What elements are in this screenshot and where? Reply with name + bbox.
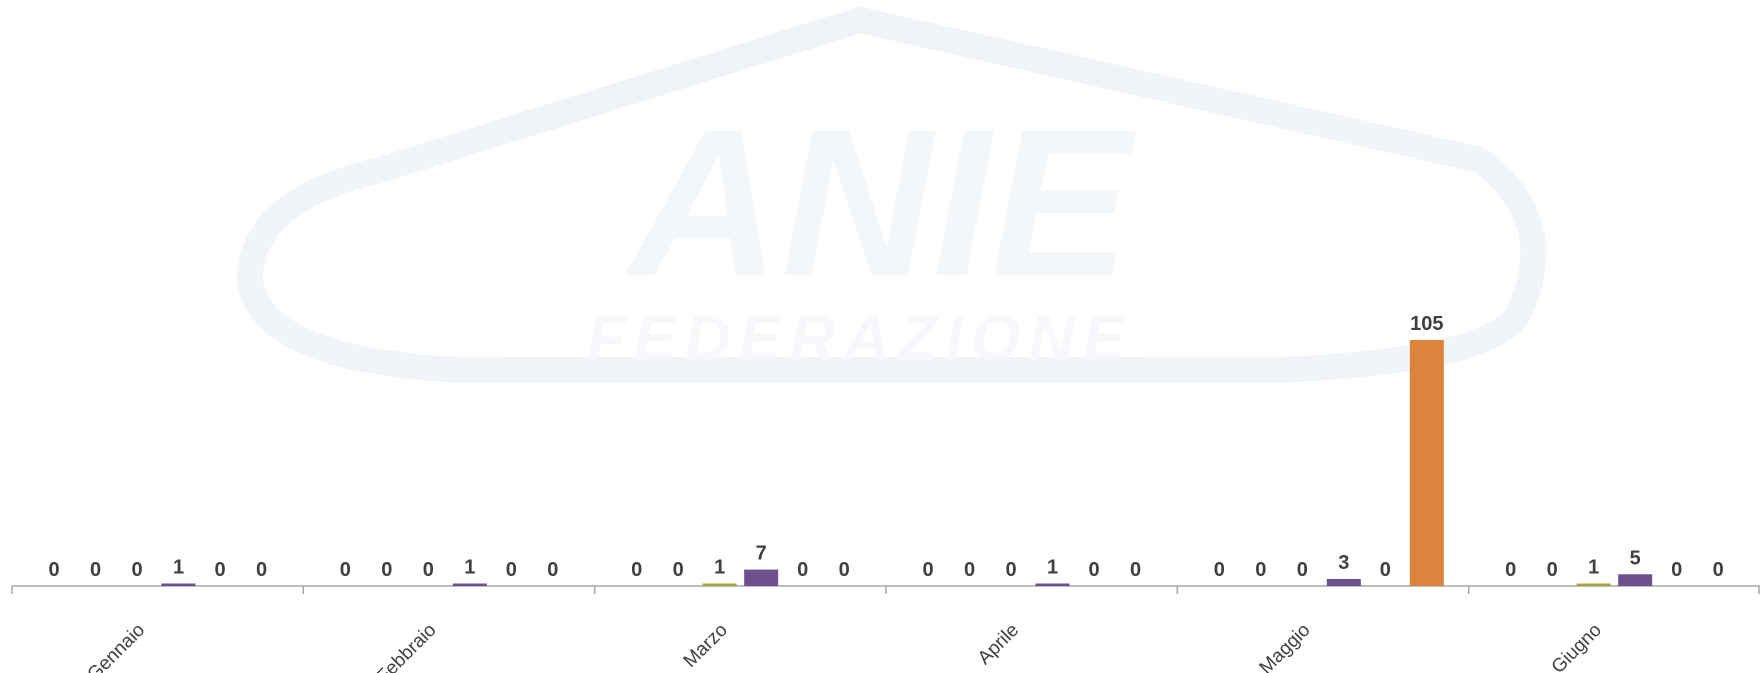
data-label: 0 [1005, 559, 1016, 581]
data-label: 0 [381, 559, 392, 581]
bar [1576, 583, 1611, 586]
data-label: 0 [839, 559, 850, 581]
data-label: 1 [464, 557, 475, 579]
data-label: 0 [340, 559, 351, 581]
data-label: 0 [506, 559, 517, 581]
data-label: 1 [173, 557, 184, 579]
data-label: 0 [797, 559, 808, 581]
data-label: 0 [1130, 559, 1141, 581]
data-label: 0 [964, 559, 975, 581]
bar [1618, 574, 1653, 586]
data-label: 7 [756, 543, 767, 565]
data-label: 0 [48, 559, 59, 581]
bar [744, 569, 779, 586]
data-label: 0 [1214, 559, 1225, 581]
data-label: 0 [90, 559, 101, 581]
x-tick-label: Gennaio [84, 620, 150, 673]
data-label: 0 [922, 559, 933, 581]
data-label: 5 [1630, 547, 1641, 569]
data-label: 0 [423, 559, 434, 581]
x-tick-label: Maggio [1256, 620, 1315, 673]
data-label: 105 [1410, 313, 1443, 335]
x-tick-label: Marzo [680, 620, 732, 672]
bar [702, 583, 737, 586]
bar [1035, 583, 1070, 586]
data-label: 0 [214, 559, 225, 581]
data-label: 0 [547, 559, 558, 581]
data-label: 0 [1547, 559, 1558, 581]
x-tick-label: Febbraio [373, 620, 441, 673]
data-label: 0 [673, 559, 684, 581]
data-label: 3 [1338, 552, 1349, 574]
anie-watermark: ANIE FEDERAZIONE [236, 6, 1547, 383]
data-label: 1 [714, 557, 725, 579]
data-label: 1 [1047, 557, 1058, 579]
x-tick-label: Giugno [1548, 620, 1606, 673]
data-label: 0 [131, 559, 142, 581]
data-label: 0 [1713, 559, 1724, 581]
data-label: 0 [1297, 559, 1308, 581]
data-label: 0 [1380, 559, 1391, 581]
data-label: 0 [1255, 559, 1266, 581]
bar [452, 583, 487, 586]
data-label: 0 [256, 559, 267, 581]
data-label: 0 [1671, 559, 1682, 581]
data-label: 0 [1505, 559, 1516, 581]
data-label: 1 [1588, 557, 1599, 579]
watermark-brand: ANIE [624, 85, 1137, 320]
bar [1326, 578, 1361, 586]
watermark-subtitle: FEDERAZIONE [587, 302, 1134, 374]
data-label: 0 [631, 559, 642, 581]
bar [1409, 340, 1444, 586]
bar [161, 583, 196, 586]
data-label: 0 [1088, 559, 1099, 581]
x-tick-label: Aprile [974, 620, 1023, 669]
